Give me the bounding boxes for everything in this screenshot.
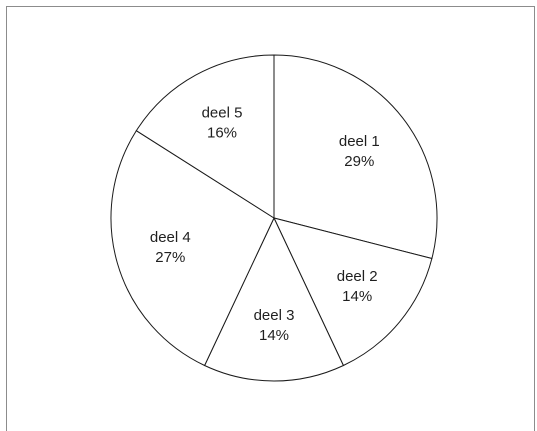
slice-label-5: deel 5 <box>202 104 243 121</box>
pie-slice-4 <box>110 129 275 367</box>
pie-slice-3 <box>203 216 345 382</box>
slice-label-4: deel 4 <box>150 229 191 246</box>
slice-value-label-4: 27% <box>155 249 185 266</box>
pie-slice-5 <box>135 54 275 219</box>
slice-label-1: deel 1 <box>339 133 380 150</box>
pie-slice-1 <box>273 54 438 260</box>
pie-slice-2 <box>273 217 433 367</box>
slice-value-label-5: 16% <box>207 124 237 141</box>
slice-value-label-1: 29% <box>344 153 374 170</box>
slice-value-label-3: 14% <box>259 327 289 344</box>
slice-label-3: deel 3 <box>254 307 295 324</box>
slice-value-label-2: 14% <box>342 288 372 305</box>
slice-label-2: deel 2 <box>337 268 378 285</box>
